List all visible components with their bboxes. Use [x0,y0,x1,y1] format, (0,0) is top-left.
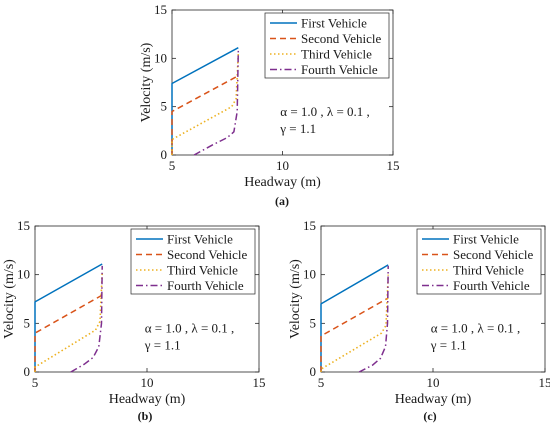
series-line-fourth-vehicle [193,50,240,156]
parameter-annotation-line2: γ = 1.1 [144,338,181,353]
legend-box [130,228,256,295]
x-tick-label: 5 [32,375,39,390]
parameter-annotation-line1: α = 1.0 , λ = 0.1 , [431,321,521,336]
y-tick-label: 0 [310,364,317,379]
series-line-second-vehicle [320,297,389,372]
x-tick-label: 15 [387,158,400,173]
y-tick-label: 5 [310,315,317,330]
x-axis-label: Headway (m) [109,392,186,407]
x-axis-label: Headway (m) [395,392,472,407]
parameter-annotation-line2: γ = 1.1 [430,338,467,353]
legend-entry-label: Third Vehicle [453,263,524,278]
y-tick-label: 5 [24,315,31,330]
legend-entry-label: Second Vehicle [301,31,381,46]
y-tick-label: 0 [161,147,168,162]
series-line-fourth-vehicle [358,265,389,373]
legend-box [264,12,390,79]
legend-entry-label: First Vehicle [301,16,367,31]
y-tick-label: 5 [161,99,168,114]
panel-label: (a) [275,194,289,208]
x-tick-label: 5 [169,158,176,173]
parameter-annotation-line1: α = 1.0 , λ = 0.1 , [280,104,370,119]
panel-label: (c) [423,409,436,423]
legend-entry-label: First Vehicle [167,232,233,247]
legend-entry-label: Fourth Vehicle [301,62,378,77]
legend-entry-label: Third Vehicle [167,263,238,278]
x-tick-label: 15 [253,375,266,390]
x-tick-label: 15 [539,375,550,390]
legend-entry-label: Second Vehicle [167,247,247,262]
series-line-second-vehicle [34,294,103,372]
y-tick-label: 10 [17,267,30,282]
x-tick-label: 10 [141,375,154,390]
x-axis-label: Headway (m) [244,175,321,190]
series-line-second-vehicle [171,75,239,155]
x-tick-label: 5 [318,375,325,390]
series-line-fourth-vehicle [70,265,103,373]
y-tick-label: 10 [154,50,167,65]
legend-entry-label: Second Vehicle [453,247,533,262]
legend-box [416,228,542,295]
legend-entry-label: Fourth Vehicle [167,278,244,293]
legend-entry-label: Fourth Vehicle [453,278,530,293]
x-tick-label: 10 [427,375,440,390]
y-tick-label: 15 [303,218,316,233]
y-tick-label: 15 [154,2,167,17]
panel-label: (b) [138,409,153,423]
legend-entry-label: First Vehicle [453,232,519,247]
y-tick-label: 15 [17,218,30,233]
y-axis-label: Velocity (m/s) [288,259,303,339]
series-line-third-vehicle [320,274,389,372]
x-tick-label: 10 [276,158,289,173]
y-axis-label: Velocity (m/s) [139,42,154,122]
y-axis-label: Velocity (m/s) [2,259,17,339]
y-tick-label: 0 [24,364,31,379]
y-tick-label: 10 [303,267,316,282]
parameter-annotation-line2: γ = 1.1 [279,121,316,136]
parameter-annotation-line1: α = 1.0 , λ = 0.1 , [145,321,235,336]
legend-entry-label: Third Vehicle [301,47,372,62]
